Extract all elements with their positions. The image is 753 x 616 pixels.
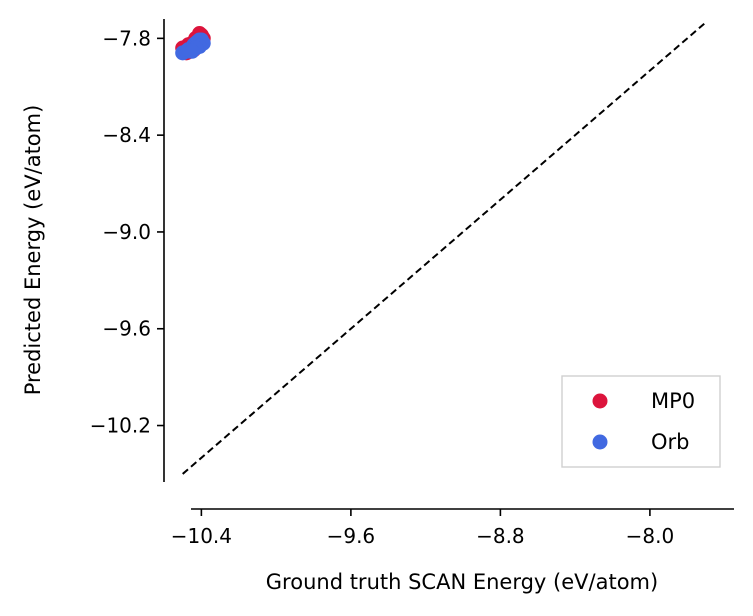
reference-line-layer: [182, 21, 707, 475]
data-points-layer: [175, 26, 211, 61]
series-orb: [175, 32, 211, 61]
x-tick-label: −8.8: [476, 524, 525, 548]
reference-diagonal-line: [182, 21, 707, 475]
legend-marker-mp0: [592, 393, 608, 409]
x-ticks: −10.4 −9.6 −8.8 −8.0: [171, 509, 674, 548]
x-tick-label: −9.6: [327, 524, 376, 548]
legend-marker-orb: [592, 434, 608, 450]
legend-label-orb: Orb: [651, 430, 690, 454]
legend: MP0 Orb: [561, 375, 721, 468]
y-tick-label: −10.2: [90, 414, 151, 438]
legend-label-mp0: MP0: [651, 389, 695, 413]
y-tick-label: −9.6: [102, 317, 151, 341]
y-tick-label: −8.4: [102, 123, 151, 147]
x-tick-label: −8.0: [626, 524, 675, 548]
x-axis-label: Ground truth SCAN Energy (eV/atom): [266, 570, 658, 594]
point-orb-12: [184, 43, 200, 59]
y-axis-label: Predicted Energy (eV/atom): [21, 105, 45, 396]
y-tick-label: −7.8: [102, 26, 151, 50]
y-ticks: −7.8 −8.4 −9.0 −9.6 −10.2: [90, 26, 164, 438]
legend-box: [561, 375, 721, 468]
y-tick-label: −9.0: [102, 220, 151, 244]
x-tick-label: −10.4: [171, 524, 232, 548]
